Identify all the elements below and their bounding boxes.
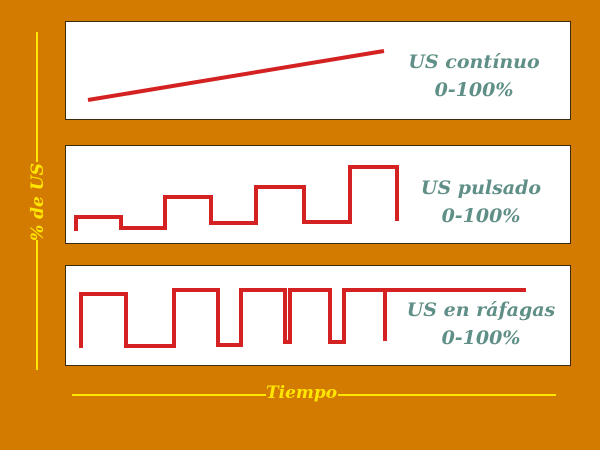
x-axis-label: Tiempo xyxy=(266,383,338,403)
y-axis-label: % de US xyxy=(28,163,48,241)
panel-continuous-title: US contínuo xyxy=(408,51,540,73)
panel-pulsed-label: US pulsado 0-100% xyxy=(411,174,551,230)
y-axis-line-bottom xyxy=(36,240,38,370)
y-axis-line-top xyxy=(36,32,38,162)
panel-continuous-range: 0-100% xyxy=(434,79,514,101)
x-axis-line-left xyxy=(72,394,266,396)
panel-bursts: US en ráfagas 0-100% xyxy=(65,265,571,366)
x-axis-line-right xyxy=(338,394,556,396)
continuous-waveform xyxy=(87,49,385,102)
pulsed-waveform xyxy=(74,165,399,231)
panel-bursts-label: US en ráfagas 0-100% xyxy=(405,296,557,352)
panel-continuous: US contínuo 0-100% xyxy=(65,21,571,120)
panel-bursts-title: US en ráfagas xyxy=(406,299,556,321)
panel-pulsed-title: US pulsado xyxy=(420,177,542,199)
panel-pulsed-range: 0-100% xyxy=(441,205,521,227)
bursts-waveform xyxy=(79,288,526,348)
panel-continuous-label: US contínuo 0-100% xyxy=(404,48,544,104)
panel-bursts-range: 0-100% xyxy=(441,327,521,349)
panel-pulsed: US pulsado 0-100% xyxy=(65,145,571,244)
